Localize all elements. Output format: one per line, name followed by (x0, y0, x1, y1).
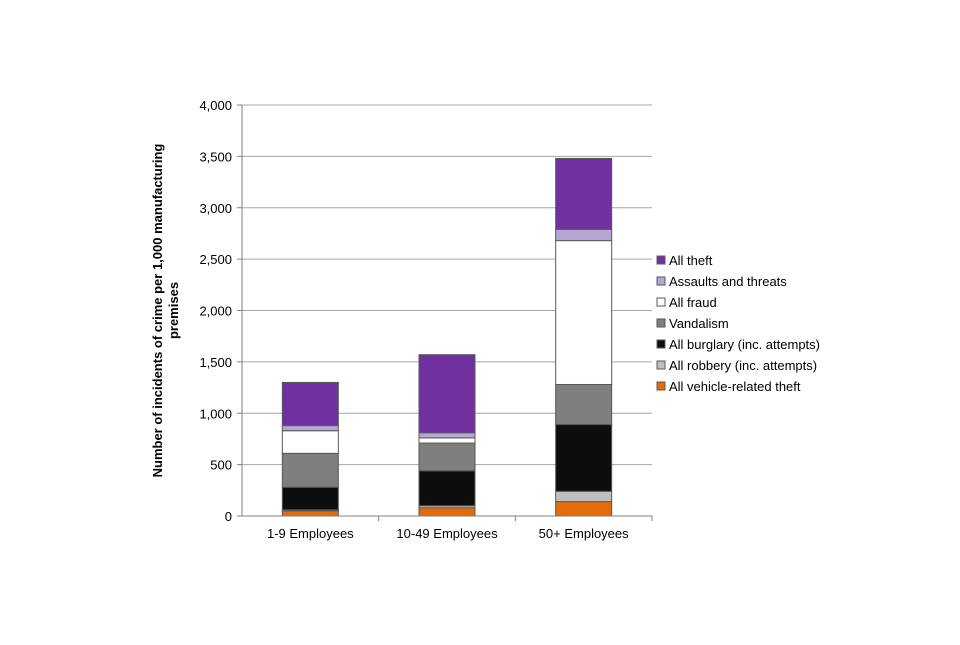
legend-swatch (656, 255, 666, 265)
legend-swatch (656, 276, 666, 286)
legend-label: All theft (669, 253, 713, 268)
bar-segment-assaults-and-threats-10-49-employees[interactable] (418, 432, 476, 439)
legend-label: All vehicle-related theft (669, 379, 801, 394)
y-axis-title-line: premises (166, 282, 181, 339)
legend-item-all-robbery-inc-attempts[interactable]: All robbery (inc. attempts) (656, 358, 817, 373)
y-tick-label: 3,000 (199, 201, 232, 216)
legend-label: All burglary (inc. attempts) (669, 337, 820, 352)
bar-segment-all-robbery-inc-attempts-50-employees[interactable] (555, 490, 613, 503)
bar-segment-vandalism-50-employees[interactable] (555, 383, 613, 426)
x-tick-label: 50+ Employees (539, 526, 629, 541)
bar-segment-all-fraud-10-49-employees[interactable] (418, 437, 476, 444)
y-tick-label: 2,500 (199, 252, 232, 267)
y-axis-title-line: Number of incidents of crime per 1,000 m… (150, 144, 165, 478)
bar-segment-vandalism-10-49-employees[interactable] (418, 442, 476, 472)
y-axis-title: Number of incidents of crime per 1,000 m… (150, 144, 181, 478)
legend-item-all-burglary-inc-attempts[interactable]: All burglary (inc. attempts) (656, 337, 820, 352)
y-tick-label: 3,500 (199, 149, 232, 164)
bar-segment-all-burglary-inc-attempts-10-49-employees[interactable] (418, 470, 476, 507)
bar-segment-all-theft-1-9-employees[interactable] (281, 381, 339, 427)
bar-segment-vandalism-1-9-employees[interactable] (281, 452, 339, 488)
legend-label: All fraud (669, 295, 717, 310)
y-axis-title-text: Number of incidents of crime per 1,000 m… (150, 144, 181, 478)
legend-swatch (656, 381, 666, 391)
y-tick-label: 500 (210, 458, 232, 473)
legend-swatch (656, 339, 666, 349)
legend-label: Vandalism (669, 316, 729, 331)
y-tick-label: 1,000 (199, 406, 232, 421)
bar-segment-all-vehicle-related-theft-1-9-employees[interactable] (281, 510, 339, 517)
legend-label: All robbery (inc. attempts) (669, 358, 817, 373)
y-tick-label: 4,000 (199, 98, 232, 113)
axes: 0 500 1,000 1,500 2,000 2,500 3,000 3,500 4,000 1… (199, 98, 653, 541)
x-tick-label: 10-49 Employees (396, 526, 498, 541)
y-tick-label: 2,000 (199, 304, 232, 319)
bars (281, 157, 613, 517)
bar-segment-all-fraud-1-9-employees[interactable] (281, 430, 339, 454)
y-tick-label: 1,500 (199, 355, 232, 370)
legend-swatch (656, 360, 666, 370)
legend-item-assaults-and-threats[interactable]: Assaults and threats (656, 274, 787, 289)
legend-label: Assaults and threats (669, 274, 787, 289)
bar-segment-assaults-and-threats-50-employees[interactable] (555, 228, 613, 242)
legend-swatch (656, 297, 666, 307)
bar-segment-all-vehicle-related-theft-50-employees[interactable] (555, 501, 613, 517)
y-tick-label: 0 (225, 509, 232, 524)
legend-swatch (656, 318, 666, 328)
legend: All theft Assaults and threats All fraud Va… (656, 253, 820, 394)
x-tick-label: 1-9 Employees (267, 526, 354, 541)
bar-segment-all-burglary-inc-attempts-50-employees[interactable] (555, 424, 613, 492)
bar-segment-assaults-and-threats-1-9-employees[interactable] (281, 425, 339, 432)
bar-segment-all-theft-10-49-employees[interactable] (418, 354, 476, 434)
bar-segment-all-theft-50-employees[interactable] (555, 157, 613, 230)
legend-item-all-vehicle-related-theft[interactable]: All vehicle-related theft (656, 379, 801, 394)
bar-segment-all-burglary-inc-attempts-1-9-employees[interactable] (281, 486, 339, 511)
legend-item-vandalism[interactable]: Vandalism (656, 316, 729, 331)
legend-item-all-fraud[interactable]: All fraud (656, 295, 717, 310)
legend-item-all-theft[interactable]: All theft (656, 253, 713, 268)
bar-segment-all-fraud-50-employees[interactable] (555, 240, 613, 385)
bar-segment-all-vehicle-related-theft-10-49-employees[interactable] (418, 507, 476, 517)
